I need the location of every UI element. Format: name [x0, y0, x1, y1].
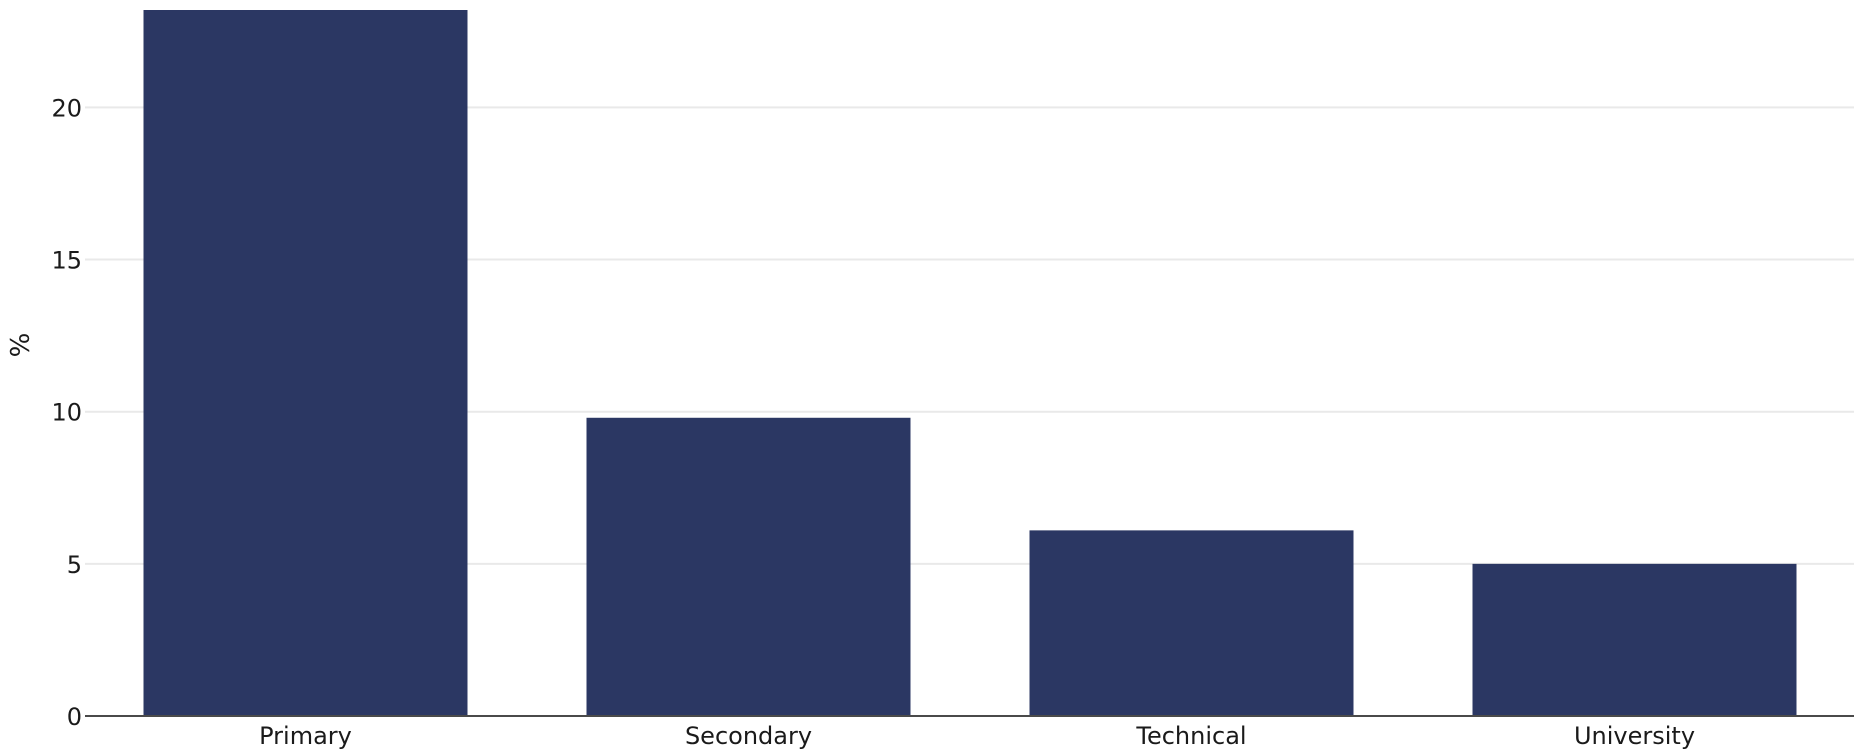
- x-tick-label: Primary: [259, 722, 352, 750]
- bars: [143, 10, 1797, 716]
- x-tick-label: University: [1574, 722, 1695, 750]
- bar-university: [1472, 563, 1797, 716]
- x-tick-label: Technical: [1135, 722, 1246, 750]
- y-tick-label: 20: [51, 94, 82, 122]
- x-tick-label: Secondary: [685, 722, 812, 750]
- y-tick-label: 5: [67, 551, 82, 579]
- y-tick-label: 15: [51, 247, 82, 275]
- y-axis-ticks: 0 5 10 15 20: [51, 94, 82, 731]
- y-tick-label: 10: [51, 399, 82, 427]
- y-axis-title: %: [6, 333, 36, 358]
- bar-primary: [143, 10, 468, 716]
- x-axis-ticks: Primary Secondary Technical University: [259, 722, 1695, 750]
- bar-technical: [1029, 530, 1354, 716]
- y-tick-label: 0: [67, 703, 82, 731]
- bar-secondary: [586, 417, 911, 716]
